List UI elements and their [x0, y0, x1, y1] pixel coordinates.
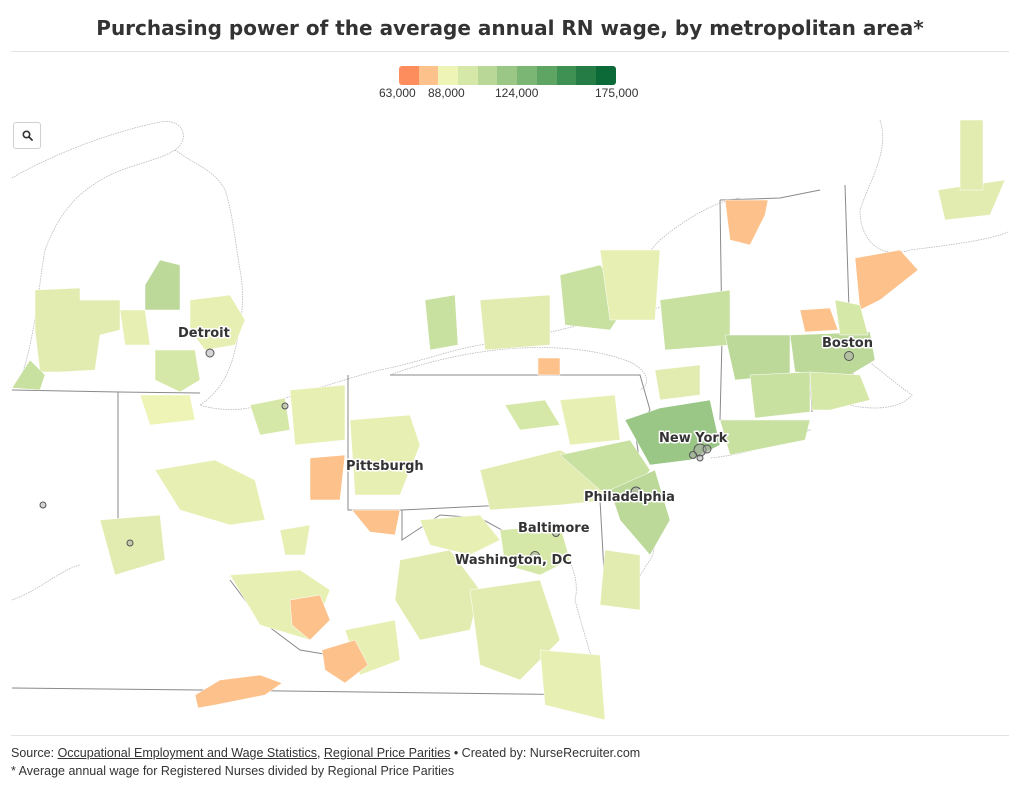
city-label-pittsburgh: Pittsburgh [346, 459, 424, 474]
metro-area[interactable] [854, 249, 919, 311]
metro-area[interactable] [654, 364, 701, 401]
legend-tick-label: 175,000 [595, 86, 639, 100]
city-label-detroit: Detroit [178, 326, 230, 341]
metro-area[interactable] [559, 394, 621, 446]
metro-area[interactable] [659, 289, 731, 351]
metro-area[interactable] [469, 579, 561, 681]
legend-tick-label: 63,000 [379, 86, 416, 100]
search-icon [21, 130, 33, 141]
metro-area[interactable] [799, 307, 839, 333]
legend-tick-label: 124,000 [495, 86, 539, 100]
metro-area[interactable] [249, 397, 291, 436]
city-label-washington-dc: Washington, DC [455, 553, 572, 568]
choropleth-map[interactable]: Detroit Boston New York Pittsburgh Phila… [0, 110, 1020, 730]
source-credit: • Created by: NurseRecruiter.com [450, 746, 641, 760]
metro-area[interactable] [309, 454, 346, 501]
metro-area[interactable] [724, 199, 769, 246]
metro-area[interactable] [834, 299, 869, 336]
legend-swatch [536, 66, 557, 85]
metro-area[interactable] [539, 649, 606, 721]
metro-area[interactable] [719, 419, 811, 456]
legend-tick-label: 88,000 [428, 86, 465, 100]
metro-area[interactable] [959, 119, 984, 191]
metro-area[interactable] [351, 509, 401, 536]
city-label-philadelphia: Philadelphia [584, 490, 675, 505]
title-divider [11, 51, 1009, 52]
legend-swatch [576, 66, 596, 85]
metro-area[interactable] [189, 294, 246, 351]
metro-area[interactable] [11, 359, 46, 391]
source-link-rpp[interactable]: Regional Price Parities [323, 746, 451, 760]
metro-area[interactable] [504, 399, 561, 431]
color-legend: 63,000 88,000 124,000 175,000 [379, 66, 638, 100]
legend-swatch [556, 66, 577, 85]
footer: Source: Occupational Employment and Wage… [11, 744, 640, 780]
metro-area[interactable] [34, 287, 121, 373]
metro-area[interactable] [349, 414, 421, 496]
legend-swatch [438, 66, 459, 85]
legend-swatch [497, 66, 518, 85]
metro-area[interactable] [394, 549, 481, 641]
source-prefix: Source: [11, 746, 58, 760]
metro-area[interactable] [279, 524, 311, 556]
source-link-oews[interactable]: Occupational Employment and Wage Statist… [57, 746, 317, 760]
metro-area[interactable] [809, 371, 871, 411]
metro-area[interactable] [479, 294, 551, 351]
metro-area[interactable] [749, 371, 811, 419]
metro-area[interactable] [609, 469, 671, 556]
metro-areas[interactable] [11, 119, 1006, 721]
legend-swatch [399, 66, 419, 85]
metro-area[interactable] [139, 394, 196, 426]
metro-area[interactable] [599, 549, 641, 611]
metro-area[interactable] [424, 294, 459, 351]
metro-area[interactable] [537, 357, 561, 376]
city-label-new-york: New York [659, 431, 728, 446]
legend-swatch [517, 66, 537, 85]
metro-area[interactable] [599, 249, 661, 321]
chart-title: Purchasing power of the average annual R… [96, 16, 924, 40]
metro-area[interactable] [154, 459, 266, 526]
footnote: * Average annual wage for Registered Nur… [11, 764, 455, 778]
city-label-baltimore: Baltimore [518, 521, 590, 536]
metro-area[interactable] [289, 384, 346, 446]
legend-scale [399, 66, 616, 85]
legend-swatch [477, 66, 498, 85]
city-labels: Detroit Boston New York Pittsburgh Phila… [177, 325, 875, 570]
metro-area[interactable] [119, 309, 151, 346]
city-label-boston: Boston [822, 336, 873, 351]
metro-area[interactable] [419, 514, 501, 556]
metro-dots [39, 348, 854, 561]
legend-swatch [458, 66, 478, 85]
metro-area[interactable] [289, 594, 331, 641]
metro-area[interactable] [499, 524, 571, 576]
map-search-button[interactable] [13, 122, 41, 149]
source-separator: , [316, 746, 324, 760]
metro-area[interactable] [144, 259, 181, 311]
legend-swatch [595, 66, 616, 85]
legend-swatch [418, 66, 439, 85]
metro-area[interactable] [194, 674, 283, 709]
footer-divider [11, 735, 1009, 736]
source-line: Source: Occupational Employment and Wage… [11, 744, 640, 762]
metro-area[interactable] [321, 639, 369, 684]
metro-area[interactable] [154, 349, 201, 393]
